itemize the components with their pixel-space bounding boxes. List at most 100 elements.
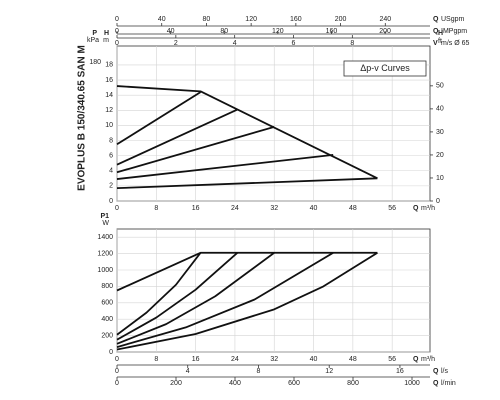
axis-label: Q (433, 380, 439, 387)
tick-label: 6 (292, 40, 296, 47)
y-axis-unit: m (103, 37, 109, 44)
tick-label: 8 (257, 368, 261, 375)
tick-label: 0 (115, 40, 119, 47)
x-tick-label: 8 (154, 205, 158, 212)
curve (116, 85, 378, 180)
tick-label: 0 (115, 368, 119, 375)
legend-box (343, 60, 427, 77)
y-tick-label: 0 (109, 198, 113, 205)
y-tick-label: 1000 (97, 267, 113, 274)
tick-label: 2 (174, 40, 178, 47)
axis-unit: l/s (441, 368, 449, 375)
curve (116, 108, 238, 166)
y-tick-label: 12 (105, 107, 113, 114)
y-tick-label: 6 (109, 152, 113, 159)
y-tick-label: 400 (101, 316, 113, 323)
tick-label: 400 (229, 380, 241, 387)
x-tick-label: 24 (231, 205, 239, 212)
x-tick-label: 40 (310, 205, 318, 212)
axis-label: P (92, 30, 97, 37)
curve (116, 252, 202, 336)
axis-unit: m/s Ø 65 (441, 40, 470, 47)
tick-label: 40 (436, 106, 444, 113)
curve (116, 252, 334, 348)
tick-label: 4 (186, 368, 190, 375)
axis-unit: ft (438, 38, 442, 45)
tick-label: 1000 (404, 380, 420, 387)
x-axis-unit: m³/h (421, 205, 435, 212)
y-tick-label: 8 (109, 137, 113, 144)
axis-label: Q (433, 16, 439, 23)
axis-label: Q (433, 368, 439, 375)
tick-label: 50 (436, 83, 444, 90)
y-tick-label: 14 (105, 92, 113, 99)
x-tick-label: 24 (231, 356, 239, 363)
tick-label: 200 (379, 28, 391, 35)
tick-label: 800 (347, 380, 359, 387)
x-axis-unit: m³/h (421, 356, 435, 363)
x-tick-label: 48 (349, 205, 357, 212)
tick-label: 0 (115, 28, 119, 35)
y-tick-label: 1400 (97, 234, 113, 241)
tick-label: 12 (325, 368, 333, 375)
x-tick-label: 0 (115, 205, 119, 212)
y-tick-label: 1200 (97, 250, 113, 257)
x-tick-label: 56 (388, 356, 396, 363)
x-tick-label: 0 (115, 356, 119, 363)
axis-label: H (438, 30, 443, 37)
axis-unit: l/min (441, 380, 456, 387)
tick-label: 120 (272, 28, 284, 35)
tick-label: 20 (436, 152, 444, 159)
tick-label: 160 (290, 16, 302, 23)
y-tick-label: 18 (105, 62, 113, 69)
x-tick-label: 56 (388, 205, 396, 212)
tick-label: 180 (89, 59, 101, 66)
y-axis-unit: W (102, 220, 109, 227)
tick-label: 10 (436, 175, 444, 182)
tick-label: 0 (436, 198, 440, 205)
x-tick-label: 16 (192, 356, 200, 363)
x-tick-label: 48 (349, 356, 357, 363)
tick-label: 0 (115, 16, 119, 23)
tick-label: 80 (220, 28, 228, 35)
axis-unit: IMPgpm (441, 28, 467, 35)
tick-label: 200 (335, 16, 347, 23)
axis-unit: USgpm (441, 16, 465, 23)
tick-label: 240 (379, 16, 391, 23)
axis-unit: kPa (87, 37, 99, 44)
curve (116, 252, 275, 345)
side-title: EVOPLUS B 150/340.65 SAN M (77, 45, 88, 191)
axis-label: Q (433, 28, 439, 35)
curve (116, 252, 238, 341)
y-axis-label: H (104, 30, 109, 37)
tick-label: 0 (115, 380, 119, 387)
y-tick-label: 800 (101, 283, 113, 290)
x-axis-label: Q (413, 205, 419, 212)
x-tick-label: 40 (310, 356, 318, 363)
tick-label: 8 (350, 40, 354, 47)
tick-label: 160 (326, 28, 338, 35)
x-tick-label: 8 (154, 356, 158, 363)
tick-label: 30 (436, 129, 444, 136)
tick-label: 4 (233, 40, 237, 47)
y-axis-label: P1 (100, 213, 109, 220)
tick-label: 40 (158, 16, 166, 23)
x-tick-label: 32 (270, 205, 278, 212)
y-tick-label: 10 (105, 122, 113, 129)
y-tick-label: 4 (109, 168, 113, 175)
curve (116, 177, 378, 190)
x-tick-label: 32 (270, 356, 278, 363)
tick-label: 600 (288, 380, 300, 387)
y-tick-label: 0 (109, 349, 113, 356)
y-tick-label: 2 (109, 183, 113, 190)
y-tick-label: 16 (105, 77, 113, 84)
x-tick-label: 16 (192, 205, 200, 212)
y-tick-label: 200 (101, 332, 113, 339)
tick-label: 120 (245, 16, 257, 23)
y-tick-label: 600 (101, 300, 113, 307)
curve (116, 252, 378, 351)
curve (116, 153, 334, 180)
tick-label: 40 (167, 28, 175, 35)
curve (116, 91, 202, 146)
